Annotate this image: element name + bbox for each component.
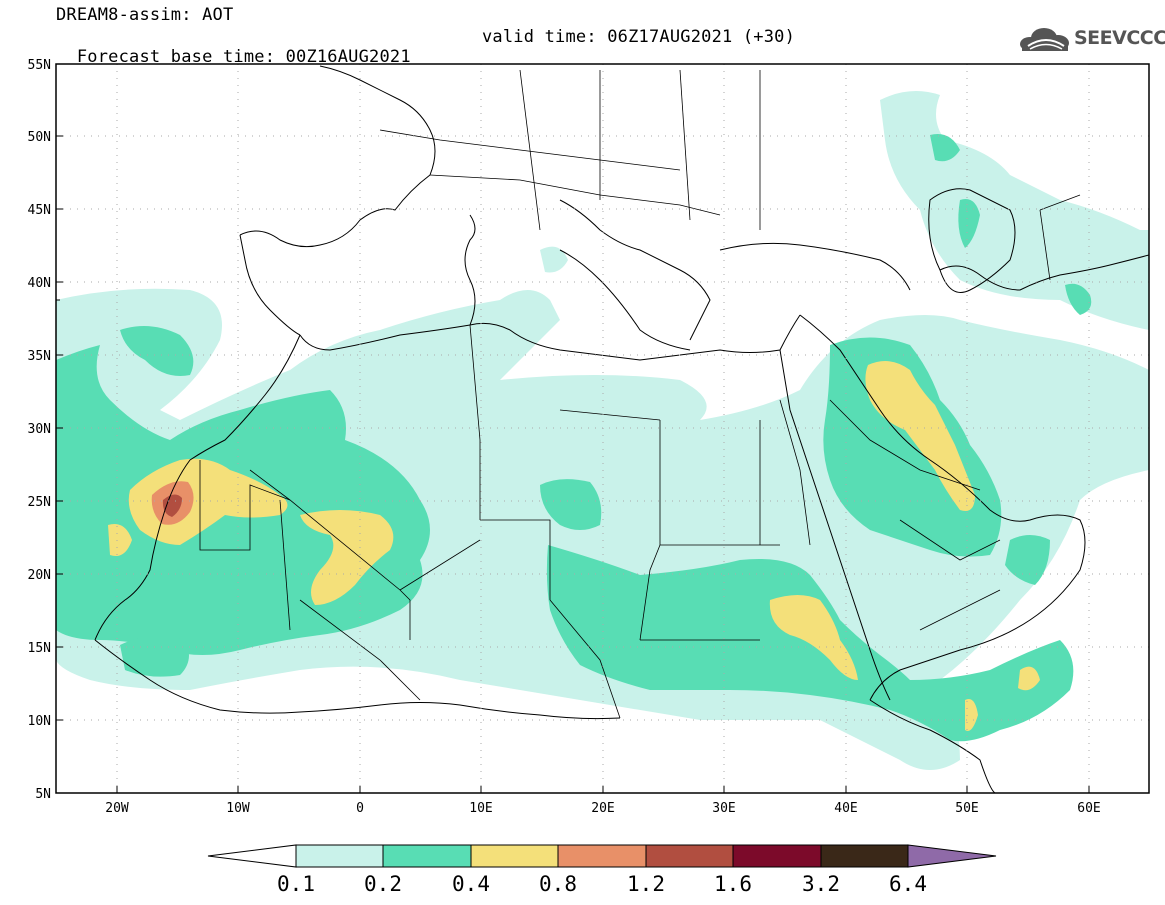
colorbar-label: 6.4	[889, 872, 927, 896]
lon-label: 30E	[712, 801, 735, 816]
lat-label: 15N	[28, 641, 51, 656]
colorbar-segment	[295, 844, 384, 868]
colorbar-segment	[645, 844, 734, 868]
lon-label: 20E	[591, 801, 614, 816]
lat-label: 20N	[28, 568, 51, 583]
latitude-labels: 55N 50N 45N 40N 35N 30N 25N 20N 15N 10N …	[28, 58, 51, 802]
colorbar-segment	[820, 844, 909, 868]
lat-label: 45N	[28, 203, 51, 218]
forecast-times: Forecast base time: 00Z16AUG2021 valid t…	[56, 27, 795, 87]
seevccc-logo: SEEVCCC	[1018, 26, 1165, 54]
lon-label: 50E	[955, 801, 978, 816]
lat-label: 10N	[28, 714, 51, 729]
graticule	[56, 64, 1149, 793]
lon-label: 40E	[834, 801, 857, 816]
cloud-icon	[1020, 28, 1069, 51]
tick-marks	[56, 63, 1090, 793]
lat-label: 50N	[28, 130, 51, 145]
colorbar-label: 0.1	[277, 872, 315, 896]
colorbar-segment	[382, 844, 472, 868]
lat-label: 30N	[28, 422, 51, 437]
colorbar	[207, 844, 997, 868]
lat-label: 35N	[28, 349, 51, 364]
colorbar-label: 0.8	[539, 872, 577, 896]
valid-time: valid time: 06Z17AUG2021 (+30)	[482, 27, 796, 47]
lon-label: 10W	[226, 801, 250, 816]
lon-label: 0	[356, 801, 364, 816]
colorbar-low-arrow	[207, 844, 297, 868]
aot-level-1.2	[162, 494, 182, 517]
lon-label: 20W	[105, 801, 129, 816]
colorbar-segment	[557, 844, 647, 868]
colorbar-segment	[470, 844, 559, 868]
logo-text: SEEVCCC	[1074, 27, 1165, 49]
lat-label: 55N	[28, 58, 51, 73]
lon-label: 10E	[469, 801, 492, 816]
coastlines	[56, 65, 1149, 793]
aot-field	[56, 65, 1149, 793]
lat-label: 5N	[35, 787, 51, 802]
map-title: DREAM8-assim: AOT	[56, 5, 234, 25]
base-time: Forecast base time: 00Z16AUG2021	[76, 47, 411, 67]
colorbar-label: 1.6	[714, 872, 752, 896]
colorbar-segment	[732, 844, 822, 868]
country-borders	[199, 69, 1081, 719]
lon-label: 60E	[1077, 801, 1100, 816]
colorbar-high-arrow	[907, 844, 997, 868]
lat-label: 25N	[28, 495, 51, 510]
colorbar-label: 0.2	[364, 872, 402, 896]
colorbar-label: 0.4	[452, 872, 490, 896]
colorbar-label: 3.2	[802, 872, 840, 896]
longitude-labels: 20W 10W 0 10E 20E 30E 40E 50E 60E	[105, 801, 1100, 816]
colorbar-label: 1.2	[627, 872, 665, 896]
lat-label: 40N	[28, 276, 51, 291]
